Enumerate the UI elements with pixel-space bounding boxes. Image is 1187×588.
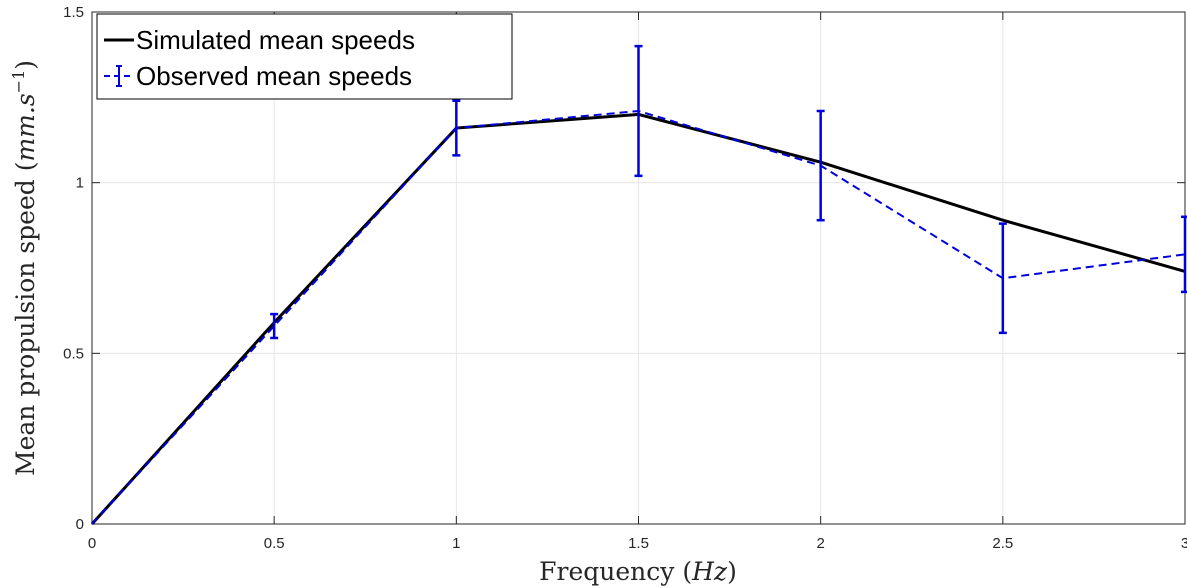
x-tick-label: 0: [88, 535, 96, 552]
legend-box: [96, 13, 513, 100]
observed-error-bar: [270, 312, 279, 340]
legend-observed-label: Observed mean speeds: [136, 61, 412, 91]
x-tick-label: 2: [816, 535, 824, 552]
x-tick-label: 3: [1181, 535, 1187, 552]
observed-error-bar: [816, 109, 825, 222]
y-tick-label: 0: [76, 516, 84, 533]
legend: Simulated mean speeds Observed mean spee…: [96, 13, 513, 100]
tick-labels: 0 0.5 1 1.5 2 2.5 3 0 0.5 1 1.5: [63, 4, 1187, 552]
x-tick-label: 1.5: [628, 535, 649, 552]
observed-error-bar: [1181, 215, 1187, 294]
legend-simulated-label: Simulated mean speeds: [136, 25, 415, 55]
y-tick-label: 0.5: [63, 345, 84, 362]
x-tick-label: 2.5: [992, 535, 1013, 552]
y-axis-title: Mean propulsion speed (mm.s−1): [9, 60, 40, 476]
x-tick-label: 0.5: [264, 535, 285, 552]
data-series: [90, 44, 1187, 526]
observed-error-bar: [634, 44, 643, 178]
x-axis-title: Frequency (Hz): [539, 557, 737, 586]
y-tick-label: 1: [76, 175, 84, 192]
observed-error-bar: [998, 222, 1007, 335]
x-tick-label: 1: [452, 535, 460, 552]
observed-error-bar: [452, 99, 461, 157]
y-tick-label: 1.5: [63, 4, 84, 21]
